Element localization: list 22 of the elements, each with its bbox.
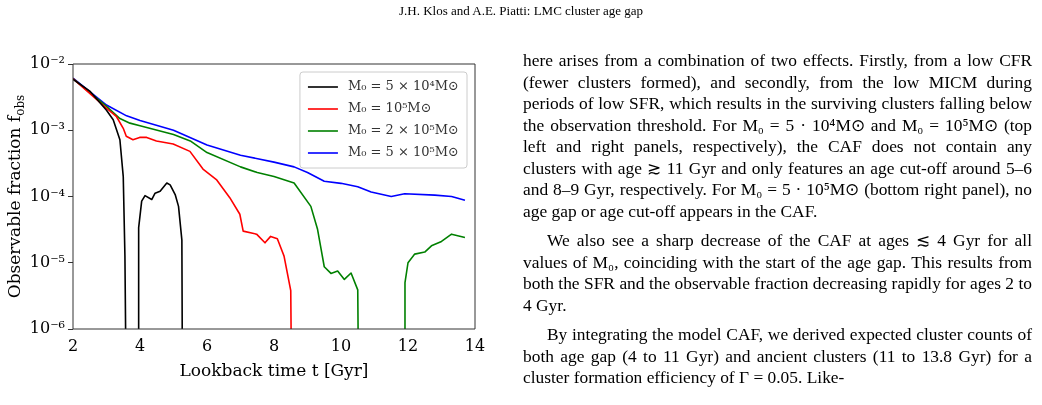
y-tick-label: 10⁻⁴ (29, 185, 65, 205)
text: J.H. Klos and A.E. Piatti: LMC cluster age gap (397, 3, 645, 19)
x-axis-title: Lookback time t [Gyr] (179, 360, 369, 380)
y-tick-label: 10⁻⁵ (29, 251, 65, 271)
x-tick-label: 10 (330, 335, 352, 355)
y-axis-title: Observable fraction fobs (4, 94, 28, 299)
x-tick-label: 4 (134, 335, 146, 355)
legend-label: M₀ = 10⁵M⊙ (347, 100, 432, 116)
x-tick-label: 8 (268, 335, 280, 355)
x-tick-label: 2 (67, 335, 79, 355)
legend-label: M₀ = 5 × 10⁵M⊙ (347, 144, 460, 160)
legend-label: M₀ = 2 × 10⁵M⊙ (347, 122, 460, 138)
y-tick-label: 10⁻² (29, 53, 65, 73)
text: here arises from a combination of two effects. Firstly, from a low CFR (fewer clusters formed), and secondly, from the low MICM during periods of low SFR, which results in the surviving clusters falling below the observation threshold. For M₀ = 5 · 10⁴M⊙ and M₀ = 10⁵M⊙ (top left and right panels, respectively), the CAF does not contain any clusters with age ≳ 11 Gyr and only features an age cut-off around 5–6 and 8–9 Gyr, respectively. For M₀ = 5 · 10⁵M⊙ (bottom right panel), no age gap or age cut-off appears in the CAF. (523, 50, 1032, 222)
x-tick-label: 6 (201, 335, 213, 355)
y-tick-label: 10⁻³ (29, 119, 65, 139)
text: We also see a sharp decrease of the CAF at ages ≲ 4 Gyr for all values of M₀, coinciding with the start of the age gap. This results from both the SFR and the observable fraction decreasing rapidly for ages 2 to 4 Gyr. (523, 230, 1032, 316)
x-tick-label: 14 (464, 335, 486, 355)
text: By integrating the model CAF, we derived expected cluster counts of both age gap (4 to 11 Gyr) and ancient clusters (11 to 13.8 Gyr) for a cluster formation efficiency of Γ = 0.05. Like- (523, 324, 1032, 389)
y-tick-label: 10⁻⁶ (29, 318, 65, 338)
x-tick-label: 12 (397, 335, 419, 355)
legend-label: M₀ = 5 × 10⁴M⊙ (347, 78, 460, 94)
